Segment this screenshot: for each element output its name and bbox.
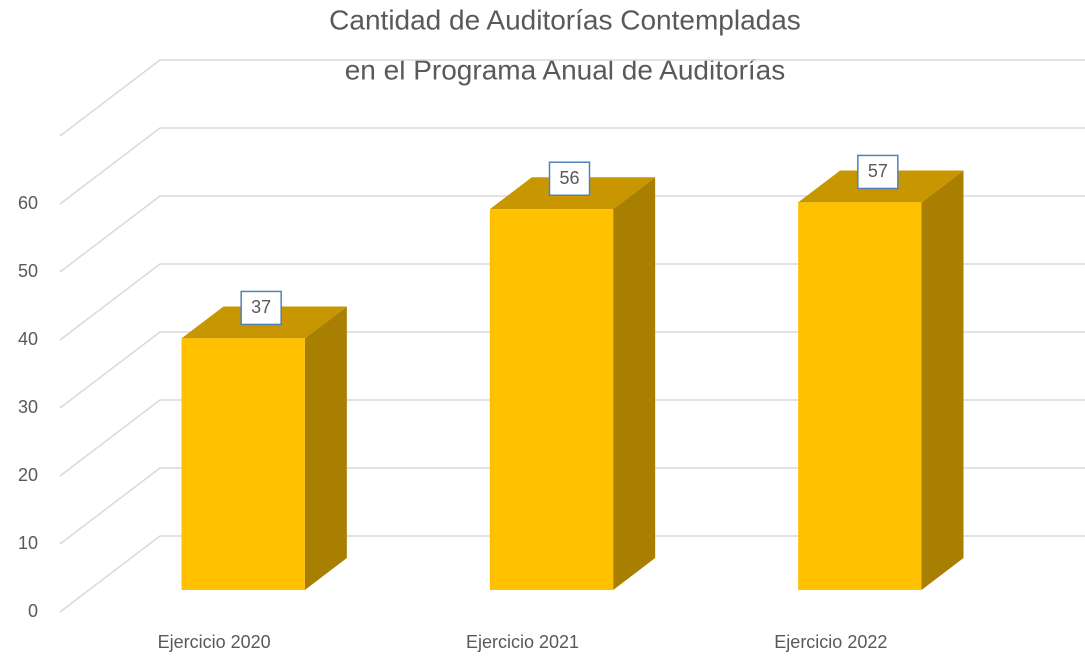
bar-front	[489, 209, 614, 590]
x-tick-label: Ejercicio 2021	[466, 632, 579, 652]
y-tick-label: 30	[18, 397, 38, 417]
grid-line	[59, 535, 1085, 613]
bar	[181, 306, 347, 590]
x-tick-label: Ejercicio 2022	[774, 632, 887, 652]
bar	[489, 177, 656, 590]
data-label-box	[857, 154, 899, 190]
chart-title: Cantidad de Auditorías Contempladas	[329, 4, 801, 35]
data-label-box	[548, 161, 591, 196]
grid-line	[59, 59, 1085, 137]
grid-line	[59, 263, 1085, 341]
bar-front	[181, 338, 305, 590]
data-label: 37	[251, 297, 271, 317]
data-label-box	[240, 290, 282, 326]
grid-line	[59, 467, 1085, 545]
chart-title: en el Programa Anual de Auditorías	[345, 54, 786, 85]
bar-front	[798, 202, 922, 590]
data-label: 57	[868, 161, 888, 181]
bar-side	[304, 306, 347, 590]
x-tick-label: Ejercicio 2020	[158, 632, 271, 652]
y-tick-label: 60	[18, 193, 38, 213]
y-tick-label: 40	[18, 329, 38, 349]
grid-line	[59, 331, 1085, 409]
grid-line	[59, 399, 1085, 477]
y-tick-label: 0	[28, 601, 38, 621]
grid-line	[59, 195, 1085, 273]
bar-side	[921, 170, 964, 590]
y-tick-label: 20	[18, 465, 38, 485]
grid-line	[59, 127, 1085, 205]
bar-side	[613, 177, 656, 590]
bar	[798, 170, 964, 590]
y-tick-label: 10	[18, 533, 38, 553]
y-tick-label: 50	[18, 261, 38, 281]
data-label: 56	[559, 168, 579, 188]
